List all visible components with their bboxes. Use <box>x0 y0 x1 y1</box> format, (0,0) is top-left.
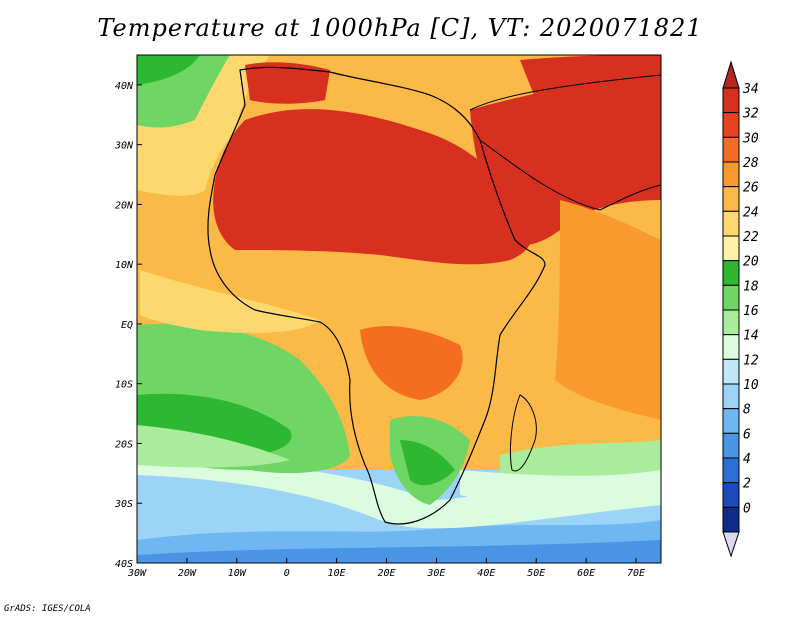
colorbar-label: 20 <box>743 255 759 270</box>
cold-band-16 <box>137 460 661 529</box>
colorbar-label: 14 <box>743 329 759 344</box>
colorbar-swatch <box>722 112 740 138</box>
lat-tick-label: 40N <box>115 81 134 92</box>
madagascar-outline <box>509 394 537 472</box>
colorbar-swatch <box>722 408 740 434</box>
colorbar-label: 12 <box>743 353 759 368</box>
colorbar-swatch <box>722 235 740 262</box>
lon-tick-label: 20E <box>377 568 395 579</box>
atlantic-light-green <box>137 425 290 468</box>
colorbar-label: 16 <box>743 304 759 319</box>
colorbar-label: 18 <box>743 279 759 294</box>
colorbar-label: 2 <box>743 477 751 492</box>
colorbar-label: 0 <box>743 501 751 516</box>
colorbar-label: 28 <box>743 156 759 171</box>
lat-tick-label: EQ <box>121 320 133 331</box>
lon-tick-label: 10E <box>328 568 346 579</box>
colorbar-swatch <box>722 309 740 336</box>
colorbar-label: 4 <box>743 452 751 467</box>
colorbar-label: 34 <box>742 82 759 97</box>
indian-light <box>460 470 661 504</box>
colorbar-swatch <box>722 383 740 410</box>
lon-tick-label: 10W <box>228 568 247 579</box>
lon-tick-label: 70E <box>627 568 645 579</box>
lon-tick-label: 30W <box>127 568 147 579</box>
lon-tick-label: 20W <box>178 568 197 579</box>
colorbar-label: 10 <box>743 378 759 393</box>
colorbar-swatch <box>722 186 740 212</box>
colorbar-bottom-arrow <box>722 531 740 558</box>
lat-tick-label: 20S <box>115 439 133 450</box>
lat-tick-label: 30S <box>114 499 133 510</box>
arabian-sea-orange <box>555 200 661 420</box>
colorbar-label: 6 <box>743 427 751 442</box>
temperature-field <box>137 55 661 563</box>
colorbar-swatch <box>722 284 740 311</box>
lon-tick-label: 30E <box>426 568 445 579</box>
sahara-hot <box>213 109 533 265</box>
colorbar-swatch <box>722 210 740 237</box>
colorbar-swatch <box>722 482 740 508</box>
colorbar-top-arrow <box>722 60 740 89</box>
colorbar-label: 22 <box>743 230 759 245</box>
colorbar-swatch <box>722 457 740 484</box>
cold-band-6 <box>137 540 661 563</box>
colorbar-swatch <box>722 87 740 114</box>
guinea-yellow <box>140 270 320 333</box>
axis-ticks: 30W 20W 10W 0 10E 20E 30E 40E 50E 60E 70E 40N 30N 20N… <box>114 81 645 579</box>
lon-tick-label: 60E <box>577 568 595 579</box>
iberia-hot <box>245 62 330 104</box>
colorbar-swatch <box>722 161 740 188</box>
lat-tick-label: 30N <box>114 141 134 152</box>
credit-label: GrADS: IGES/COLA <box>4 604 91 614</box>
lat-tick-label: 10S <box>115 380 133 391</box>
arabia-outline <box>469 74 662 211</box>
colorbar-label: 24 <box>743 205 759 220</box>
lon-tick-label: 50E <box>527 568 545 579</box>
map-frame <box>136 54 662 564</box>
map-title: Temperature at 1000hPa [C], VT: 20200718… <box>97 14 703 42</box>
africa-coastline <box>207 66 546 525</box>
lon-tick-label: 0 <box>284 568 290 579</box>
colorbar-swatch <box>722 506 740 533</box>
colorbar-label: 8 <box>743 403 751 418</box>
congo-warm <box>360 325 463 400</box>
lat-tick-label: 20N <box>115 200 134 211</box>
lon-tick-label: 40E <box>477 568 495 579</box>
lat-tick-label: 40S <box>115 559 133 570</box>
colorbar-label: 26 <box>743 181 759 196</box>
colorbar-swatch <box>722 136 740 163</box>
lat-tick-label: 10N <box>115 260 134 271</box>
colorbar-swatch <box>722 358 740 385</box>
colorbar-label: 30 <box>742 131 759 146</box>
colorbar-swatch <box>722 334 740 360</box>
colorbar-label: 32 <box>742 107 759 122</box>
colorbar-swatch <box>722 432 740 459</box>
colorbar-swatch <box>722 260 740 286</box>
